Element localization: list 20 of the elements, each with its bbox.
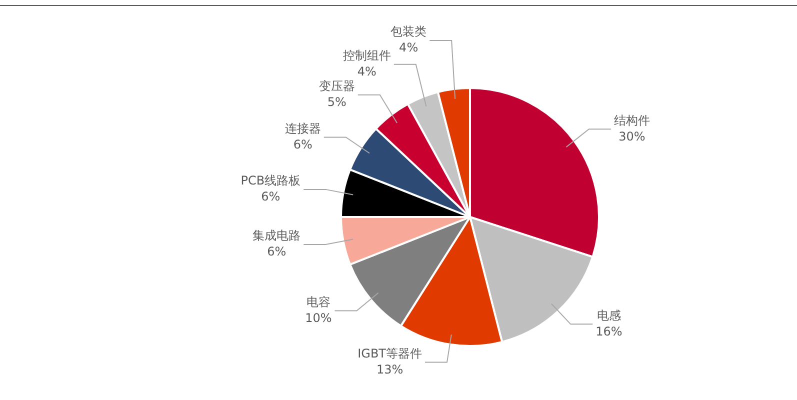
slice-label: 变压器 bbox=[318, 78, 355, 93]
slice-label: 结构件 bbox=[614, 113, 650, 128]
data-label: 6% bbox=[267, 244, 286, 259]
slice-label: PCB线路板 bbox=[240, 174, 301, 188]
slice-label: 连接器 bbox=[284, 121, 321, 136]
slice-label: 集成电路 bbox=[252, 228, 301, 243]
slice-label: IGBT等器件 bbox=[358, 346, 422, 360]
data-label: 6% bbox=[261, 190, 280, 204]
data-label: 4% bbox=[399, 40, 418, 55]
slice-label: 电容 bbox=[306, 294, 330, 309]
slice-label: 电感 bbox=[596, 308, 621, 322]
slice-label: 包装类 bbox=[390, 24, 427, 39]
data-label: 16% bbox=[596, 324, 622, 338]
data-label: 4% bbox=[357, 64, 376, 78]
data-label: 5% bbox=[327, 94, 346, 109]
data-label: 13% bbox=[376, 362, 404, 376]
data-label: 30% bbox=[618, 129, 646, 144]
data-label: 10% bbox=[305, 310, 332, 325]
slice-label: 控制组件 bbox=[342, 48, 391, 62]
data-label: 6% bbox=[293, 137, 312, 152]
